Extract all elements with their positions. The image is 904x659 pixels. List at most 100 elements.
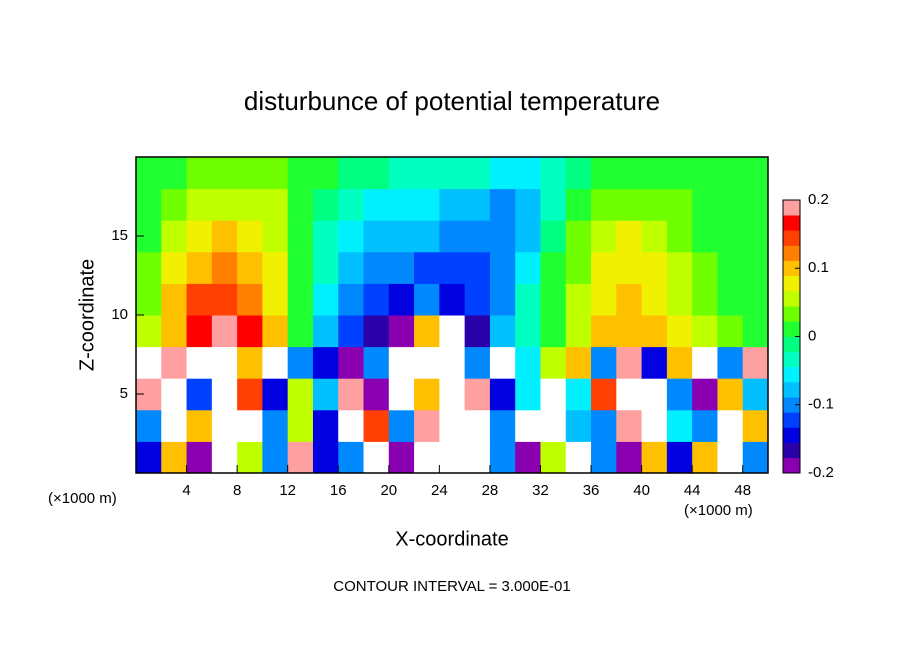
heat-cell	[312, 157, 339, 190]
heat-cell	[464, 315, 491, 348]
heat-cell	[338, 441, 365, 474]
heat-cell	[742, 283, 769, 316]
heat-cell	[717, 251, 744, 284]
heat-cell	[666, 346, 693, 379]
x-tick-label: 4	[182, 482, 190, 499]
heat-cell	[591, 346, 617, 379]
heat-cell	[262, 441, 289, 474]
heat-cell	[338, 409, 365, 442]
heat-cell	[742, 220, 769, 253]
heat-cell	[641, 441, 668, 474]
x-tick-label: 16	[330, 482, 347, 499]
heat-cell	[666, 378, 693, 411]
heat-cell	[287, 315, 314, 348]
heat-cell	[136, 283, 162, 316]
heat-cell	[464, 251, 491, 284]
heat-cell	[312, 346, 339, 379]
heat-cell	[312, 220, 339, 253]
heat-cell	[186, 220, 213, 253]
heat-cell	[237, 157, 263, 190]
heat-cell	[211, 441, 238, 474]
heat-cell	[211, 315, 238, 348]
heat-cell	[338, 283, 365, 316]
colorbar-swatch	[783, 382, 800, 398]
heat-cell	[742, 157, 769, 190]
x-tick-label: 28	[482, 482, 499, 499]
heat-cell	[515, 220, 541, 253]
heat-cell	[161, 441, 188, 474]
heat-cell	[439, 409, 466, 442]
heat-cell	[414, 188, 440, 221]
heat-cell	[363, 441, 390, 474]
colorbar-tick-label: -0.1	[808, 396, 834, 413]
heat-cell	[287, 157, 314, 190]
colorbar-swatch	[783, 457, 800, 474]
heat-cell	[338, 157, 365, 190]
heat-cell	[237, 283, 263, 316]
x-tick-label: 8	[233, 482, 241, 499]
heat-cell	[388, 283, 415, 316]
heat-cell	[186, 441, 213, 474]
heat-cell	[186, 251, 213, 284]
colorbar-swatch	[783, 275, 800, 292]
heat-cell	[211, 220, 238, 253]
heat-cell	[515, 157, 541, 190]
heat-cell	[616, 346, 643, 379]
heat-cell	[262, 315, 289, 348]
heat-cell	[515, 251, 541, 284]
heat-cell	[565, 315, 592, 348]
heat-cell	[641, 378, 668, 411]
heat-cell	[616, 441, 643, 474]
heat-cell	[388, 315, 415, 348]
heat-cell	[186, 378, 213, 411]
heat-cell	[641, 315, 668, 348]
heat-cell	[489, 220, 516, 253]
heat-cell	[666, 409, 693, 442]
heat-cell	[540, 283, 567, 316]
heat-cell	[186, 409, 213, 442]
heat-cell	[692, 251, 718, 284]
heat-cell	[262, 157, 289, 190]
colorbar-tick-label: 0	[808, 327, 816, 344]
heat-cell	[312, 283, 339, 316]
heat-cell	[262, 220, 289, 253]
x-tick-label: 12	[279, 482, 296, 499]
heat-cell	[742, 441, 769, 474]
heat-cell	[186, 157, 213, 190]
heat-cell	[565, 441, 592, 474]
heat-cell	[717, 441, 744, 474]
heat-cell	[666, 188, 693, 221]
heat-cell	[237, 220, 263, 253]
heat-cell	[287, 441, 314, 474]
heat-cell	[262, 378, 289, 411]
heat-cell	[237, 251, 263, 284]
heat-cell	[692, 283, 718, 316]
heat-cell	[262, 346, 289, 379]
colorbar-swatch	[783, 245, 800, 261]
heat-cell	[388, 409, 415, 442]
heat-cell	[211, 251, 238, 284]
heat-cell	[641, 346, 668, 379]
heat-cell	[717, 315, 744, 348]
heat-cell	[136, 315, 162, 348]
heat-cell	[338, 220, 365, 253]
heat-cell	[414, 220, 440, 253]
heat-cell	[161, 220, 188, 253]
heat-cell	[186, 283, 213, 316]
heat-cell	[211, 283, 238, 316]
y-tick-label: 10	[111, 306, 128, 323]
heat-cell	[540, 315, 567, 348]
heat-cell	[414, 283, 440, 316]
heat-cell	[692, 346, 718, 379]
heat-cell	[666, 251, 693, 284]
colorbar-swatch	[783, 397, 800, 413]
heat-cell	[388, 441, 415, 474]
heat-cell	[211, 409, 238, 442]
heat-cell	[363, 378, 390, 411]
heat-cell	[464, 220, 491, 253]
heat-cell	[414, 157, 440, 190]
heat-cell	[338, 346, 365, 379]
colorbar-swatch	[783, 351, 800, 368]
heat-cell	[363, 188, 390, 221]
x-axis-title: X-coordinate	[395, 528, 508, 550]
